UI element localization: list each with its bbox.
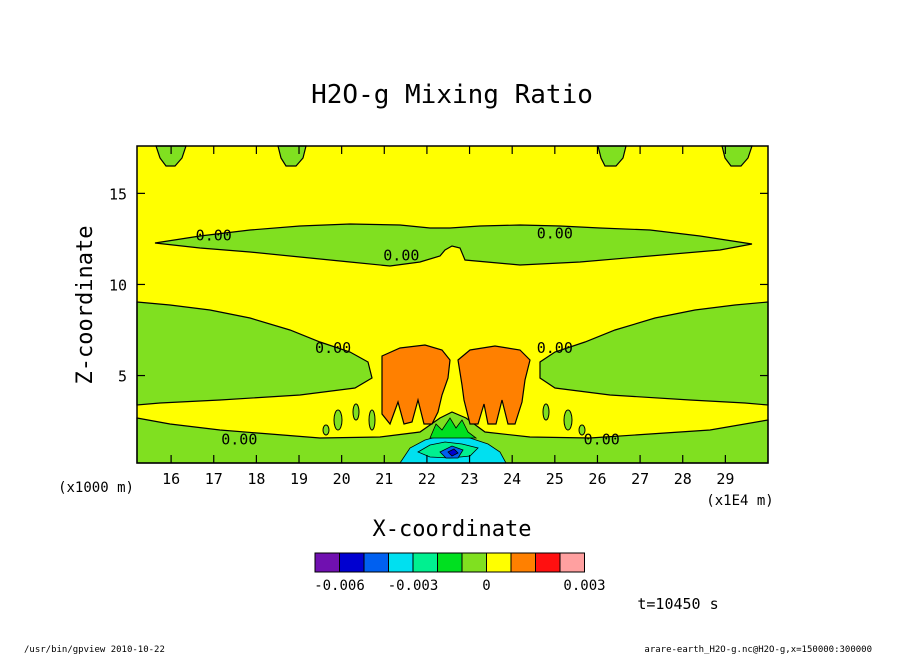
colorbar-swatch (510, 552, 536, 573)
contour-label: 0.00 (537, 224, 573, 242)
y-axis-ticks: 5 10 15 (109, 185, 768, 386)
green-surface-spike (429, 417, 478, 439)
x-tick-label: 27 (631, 470, 649, 488)
colorbar-swatch (363, 552, 389, 573)
x-tick-label: 17 (205, 470, 223, 488)
y-tick-label: 15 (109, 185, 127, 203)
contour-fill-green (136, 145, 769, 464)
y-axis-label: Z-coordinate (73, 226, 98, 385)
contour-label: 0.00 (315, 339, 351, 357)
green-band-upper (154, 223, 753, 267)
contour-label: 0.00 (383, 246, 419, 264)
small-cell (352, 403, 360, 421)
y-tick-label: 5 (118, 368, 127, 386)
x-tick-label: 28 (674, 470, 692, 488)
small-cell (368, 409, 376, 431)
colorbar-tick-label: 0 (482, 578, 490, 594)
colorbar (314, 552, 585, 573)
x-tick-label: 23 (461, 470, 479, 488)
plot-background (137, 146, 768, 463)
contour-label: 0.00 (537, 339, 573, 357)
y-tick-label: 10 (109, 276, 127, 294)
colorbar-swatch (535, 552, 561, 573)
contour-small-cells (322, 403, 586, 436)
orange-plume-right (457, 345, 531, 425)
colorbar-tick-label: 0.003 (563, 578, 605, 594)
contour-label: 0.00 (196, 226, 232, 244)
colorbar-swatch (486, 552, 512, 573)
colorbar-swatch (559, 552, 585, 573)
small-cell (542, 403, 550, 421)
contour-fill-orange (381, 344, 531, 426)
x-tick-label: 18 (247, 470, 265, 488)
small-cell (322, 424, 330, 436)
x-unit-right: (x1E4 m) (706, 493, 773, 509)
x-tick-label: 16 (162, 470, 180, 488)
plot-frame (136, 145, 769, 464)
footer-left: /usr/bin/gpview 2010-10-22 (24, 645, 165, 654)
chart-title: H2O-g Mixing Ratio (311, 80, 593, 110)
colorbar-tick-labels: -0.006 -0.003 0 0.003 (314, 578, 605, 594)
footer-right: arare-earth_H2O-g.nc@H2O-g,x=150000:3000… (644, 645, 872, 654)
x-tick-label: 22 (418, 470, 436, 488)
time-label: t=10450 s (637, 595, 718, 613)
x-unit-left: (x1000 m) (58, 480, 134, 496)
colorbar-swatch (388, 552, 414, 573)
x-tick-label: 20 (333, 470, 351, 488)
colorbar-swatch (412, 552, 438, 573)
contour-label: 0.00 (221, 430, 257, 448)
x-tick-label: 21 (375, 470, 393, 488)
small-cell (563, 409, 573, 431)
x-axis-ticks: 16 17 18 19 20 21 22 23 24 25 26 27 28 29 (162, 146, 734, 488)
colorbar-swatch (437, 552, 463, 573)
small-cell (578, 424, 586, 436)
plot-area: 0.00 0.00 0.00 0.00 0.00 0.00 0.00 16 17 18 19 20 2… (109, 145, 769, 488)
colorbar-swatch (461, 552, 487, 573)
colorbar-swatch (339, 552, 365, 573)
x-tick-label: 25 (546, 470, 564, 488)
contour-label: 0.00 (584, 430, 620, 448)
darkblue-surface-patch (447, 448, 459, 457)
x-tick-label: 19 (290, 470, 308, 488)
orange-plume-left (381, 344, 451, 426)
small-cell (333, 409, 343, 431)
x-axis-label: X-coordinate (373, 517, 532, 542)
colorbar-tick-label: -0.006 (314, 578, 365, 594)
colorbar-swatch (314, 552, 340, 573)
x-tick-label: 26 (588, 470, 606, 488)
colorbar-tick-label: -0.003 (388, 578, 439, 594)
green-band-left (136, 301, 373, 406)
contour-labels: 0.00 0.00 0.00 0.00 0.00 0.00 0.00 (196, 224, 620, 448)
x-tick-label: 29 (716, 470, 734, 488)
x-tick-label: 24 (503, 470, 521, 488)
green-band-right (539, 301, 769, 406)
